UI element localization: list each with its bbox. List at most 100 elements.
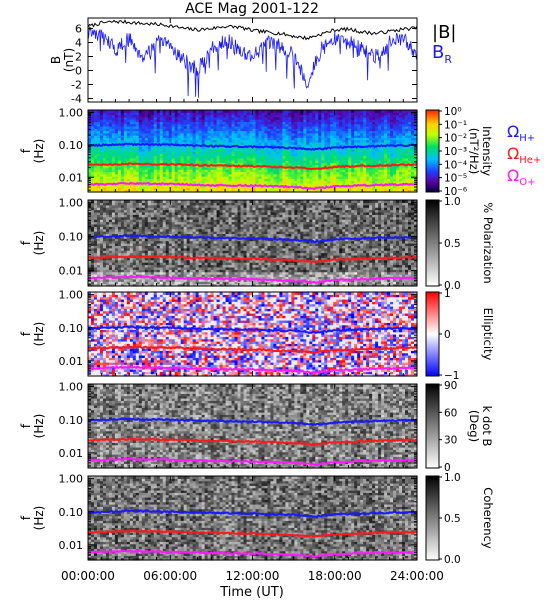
spectrogram-cell (111, 233, 116, 237)
spectrogram-cell (405, 141, 409, 145)
spectrogram-cell (369, 148, 373, 152)
spectrogram-cell (366, 125, 370, 129)
spectrogram-cell (129, 123, 134, 127)
spectrogram-cell (186, 132, 191, 136)
spectrogram-cell (88, 121, 92, 125)
spectrogram-cell (372, 135, 376, 138)
spectrogram-cell (384, 139, 388, 143)
spectrogram-cell (126, 153, 131, 157)
spectrogram-cell (381, 141, 385, 145)
spectrogram-cell (357, 137, 361, 141)
spectrogram-cell (117, 169, 122, 173)
spectrogram-cell (363, 189, 367, 193)
spectrogram-cell (285, 130, 289, 134)
spectrogram-cell (243, 130, 248, 134)
spectrogram-cell (189, 164, 194, 168)
spectrogram-cell (354, 121, 358, 125)
spectrogram-cell (126, 264, 131, 268)
spectrogram-cell (147, 155, 152, 159)
spectrogram-cell (192, 125, 197, 129)
spectrogram-cell (339, 114, 343, 118)
spectrogram-cell (264, 112, 269, 116)
spectrogram-cell (189, 180, 194, 184)
spectrogram-cell (189, 121, 194, 125)
spectrogram-cell (105, 160, 110, 163)
spectrogram-cell (402, 132, 406, 136)
spectrogram-cell (246, 173, 251, 177)
spectrogram-cell (102, 202, 107, 206)
spectrogram-cell (213, 178, 218, 182)
spectrogram-cell (168, 180, 173, 184)
spectrogram-cell (312, 189, 316, 193)
spectrogram-cell (225, 139, 230, 143)
spectrogram-cell (327, 176, 331, 179)
spectrogram-cell (339, 139, 343, 143)
spectrogram-cell (195, 164, 200, 168)
spectrogram-cell (348, 171, 352, 175)
spectrogram-cell (183, 176, 188, 179)
spectrogram-cell (381, 130, 385, 134)
spectrogram-cell (336, 123, 340, 127)
spectrogram-cell (258, 110, 263, 113)
spectrogram-cell (297, 141, 301, 145)
spectrogram-cell (321, 171, 325, 175)
spectrogram-cell (351, 166, 355, 170)
spectrogram-cell (156, 151, 161, 154)
spectrogram-cell (219, 178, 224, 182)
spectrogram-cell (273, 178, 278, 182)
gyrofrequency-label-symbol: Ω (507, 166, 519, 185)
spectrogram-cell (246, 166, 251, 170)
spectrogram-cell (273, 148, 278, 152)
spectrogram-cell (264, 148, 269, 152)
spectrogram-cell (312, 178, 316, 182)
spectrogram-cell (102, 130, 107, 134)
spectrogram-cell (189, 123, 194, 127)
spectrogram-cell (88, 223, 92, 227)
spectrogram-cell (96, 169, 101, 173)
spectrogram-cell (357, 146, 361, 150)
spectrogram-cell (378, 171, 382, 175)
spectrogram-cell (201, 157, 206, 161)
spectrogram-cell (99, 243, 104, 246)
spectrogram-cell (276, 110, 281, 113)
spectrogram-cell (228, 114, 233, 118)
spectrogram-cell (207, 132, 212, 136)
spectrogram-cell (135, 116, 140, 120)
spectrogram-cell (123, 235, 128, 239)
spectrogram-cell (135, 173, 140, 177)
spectrogram-cell (300, 180, 304, 184)
spectrogram-cell (114, 207, 119, 211)
spectrogram-cell (291, 164, 295, 168)
spectrogram-cell (111, 214, 116, 218)
spectrogram-cell (96, 173, 101, 177)
spectrogram-cell (93, 121, 98, 125)
spectrogram-cell (312, 116, 316, 120)
spectrogram-cell (321, 112, 325, 116)
spectrogram-cell (255, 119, 260, 122)
spectrogram-cell (264, 130, 269, 134)
spectrogram-cell (129, 173, 134, 177)
spectrogram-cell (255, 139, 260, 143)
spectrogram-cell (372, 141, 376, 145)
spectrogram-cell (189, 171, 194, 175)
spectrogram-cell (267, 112, 272, 116)
spectrogram-cell (288, 151, 292, 154)
spectrogram-cell (207, 128, 212, 132)
spectrogram-cell (90, 141, 95, 145)
spectrogram-cell (345, 148, 349, 152)
spectrogram-cell (135, 180, 140, 184)
spectrogram-cell (264, 155, 269, 159)
spectrogram-cell (312, 182, 316, 186)
spectrogram-cell (300, 137, 304, 141)
spectrogram-cell (171, 128, 176, 132)
spectrogram-cell (225, 135, 230, 138)
spectrogram-cell (117, 274, 122, 278)
spectrogram-cell (318, 114, 322, 118)
spectrogram-cell (150, 128, 155, 132)
spectrogram-cell (339, 137, 343, 141)
spectrogram-cell (120, 180, 125, 184)
spectrogram-cell (312, 164, 316, 168)
spectrogram-cell (213, 114, 218, 118)
spectrogram-cell (195, 153, 200, 157)
spectrogram-cell (270, 178, 275, 182)
